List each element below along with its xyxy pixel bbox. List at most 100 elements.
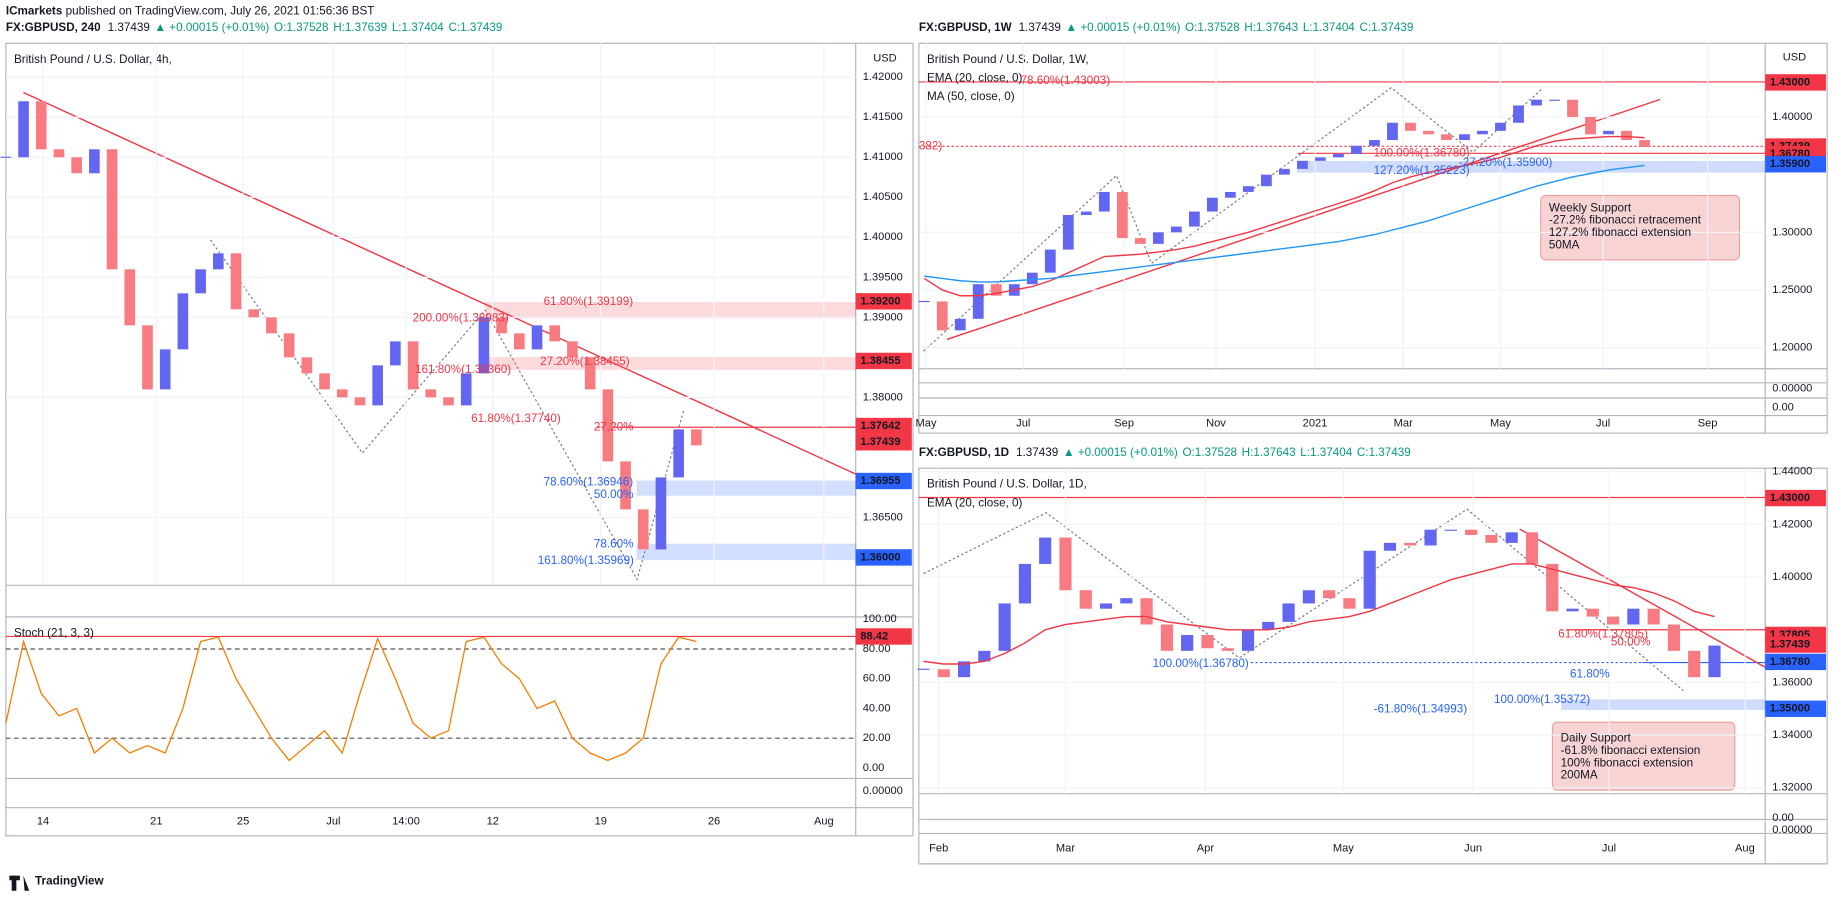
candle <box>1688 650 1701 678</box>
osc-tick-label: 20.00 <box>863 732 891 744</box>
callout-text: Daily Support <box>1561 732 1632 745</box>
y-tick-label: 1.42000 <box>1772 518 1812 530</box>
candle <box>1044 249 1056 273</box>
candle <box>1621 130 1632 141</box>
candle <box>620 461 631 510</box>
candle <box>1242 186 1254 192</box>
candle <box>89 149 100 174</box>
candle <box>1160 624 1173 651</box>
fib-label: 127.20%(1.35223) <box>1374 164 1470 177</box>
candle <box>159 349 171 390</box>
x-tick-label: 14 <box>37 816 49 828</box>
candle <box>1405 122 1416 131</box>
candle <box>1459 134 1470 141</box>
x-tick-label: Jul <box>1602 843 1616 855</box>
candle <box>248 309 260 318</box>
y-tick-label: 1.39500 <box>863 271 903 283</box>
callout-box <box>1551 721 1736 791</box>
symbol: FX:GBPUSD, 1D <box>919 446 1009 459</box>
candle <box>1423 130 1434 135</box>
candle <box>691 429 702 446</box>
author: ICmarkets <box>6 5 63 18</box>
price-label-box <box>855 434 912 451</box>
candle <box>936 301 948 331</box>
legend-entry: EMA (20, close, 0) <box>927 72 1023 85</box>
candle <box>1513 105 1524 123</box>
candle <box>1404 542 1417 546</box>
price-label-box <box>855 293 912 310</box>
y-tick-label: 1.20000 <box>1772 342 1812 354</box>
fib-label: 50.00% <box>594 488 634 501</box>
fib-label: 61.80%(1.37740) <box>471 412 561 425</box>
candle <box>443 397 454 406</box>
published: published on TradingView.com, July 26, 2… <box>62 5 374 18</box>
candle <box>513 333 525 350</box>
fib-label: 161.80%(1.35969) <box>538 554 634 567</box>
change: ▲ +0.00015 (+0.01%) <box>1063 446 1178 459</box>
x-tick-label: Mar <box>1394 418 1413 430</box>
candle <box>1606 616 1620 625</box>
change: ▲ +0.00015 (+0.01%) <box>155 21 270 34</box>
fib-label: 78.60% <box>594 537 634 550</box>
candle <box>567 341 578 358</box>
fib-label: -61.80%(1.34993) <box>1374 702 1468 715</box>
candle <box>1206 197 1218 212</box>
ohlc: O:1.37528 <box>1185 21 1240 34</box>
panels <box>5 42 1828 865</box>
x-tick-label: 12 <box>487 816 499 828</box>
ohlc: L:1.37404 <box>392 21 444 34</box>
ohlc: H:1.37643 <box>1242 446 1296 459</box>
osc-name: Stoch (21, 3, 3) <box>14 626 94 639</box>
pane-label: 0.00 <box>1772 812 1794 824</box>
fib-path <box>923 87 1544 352</box>
candle <box>1315 157 1326 161</box>
price-label: 1.37439 <box>1770 638 1810 650</box>
y-tick-label: 1.34000 <box>1772 729 1812 741</box>
candle <box>1369 140 1380 146</box>
candle <box>354 397 366 406</box>
legend-entry: EMA (20, close, 0) <box>927 496 1023 509</box>
candle <box>106 149 118 270</box>
candle <box>1585 116 1596 135</box>
y-tick-label: 1.40000 <box>1772 571 1812 583</box>
trend-line <box>1519 528 1766 668</box>
y-tick-label: 1.44000 <box>1772 466 1812 478</box>
change: ▲ +0.00015 (+0.01%) <box>1066 21 1181 34</box>
osc-label-box <box>855 628 912 645</box>
legend-entry: MA (50, close, 0) <box>927 90 1015 103</box>
candle <box>673 429 684 478</box>
fib-label: 27.20% <box>594 420 634 433</box>
fib-label: 382) <box>919 139 942 152</box>
x-tick-label: Jul <box>1016 418 1030 430</box>
candle <box>1201 635 1214 649</box>
callout-text: 127.2% fibonacci extension <box>1549 226 1691 239</box>
candle <box>425 389 437 398</box>
fib-label: 50.00% <box>1611 636 1651 649</box>
x-tick-label: 21 <box>150 816 162 828</box>
candle <box>1586 608 1599 617</box>
panel-4h <box>5 42 914 837</box>
candle <box>1647 608 1660 625</box>
fib-label: 61.80% <box>1570 667 1610 680</box>
candle <box>1387 122 1398 141</box>
price-label: 1.37642 <box>860 420 900 432</box>
x-tick-label: Sep <box>1114 418 1134 430</box>
x-tick-label: 2021 <box>1303 418 1328 430</box>
osc-tick-label: 0.00 <box>863 762 885 774</box>
indicator-line <box>923 135 1645 297</box>
fib-label: 100.00%(1.36780) <box>1153 657 1249 670</box>
x-tick-label: Aug <box>814 816 834 828</box>
candle <box>1134 238 1146 244</box>
price-label-box <box>855 417 912 435</box>
resistance-zone <box>485 357 856 370</box>
x-tick-label: 14:00 <box>392 816 420 828</box>
y-tick-label: 1.36000 <box>1772 676 1812 688</box>
x-tick-label: Jul <box>326 816 340 828</box>
candle <box>53 149 65 158</box>
candle <box>18 101 29 158</box>
candle <box>1351 145 1362 154</box>
candle <box>1152 232 1164 244</box>
osc-tick-label: 80.00 <box>863 643 891 655</box>
fib-label: -27.20%(1.35900) <box>1459 156 1553 169</box>
candle <box>1667 624 1681 651</box>
